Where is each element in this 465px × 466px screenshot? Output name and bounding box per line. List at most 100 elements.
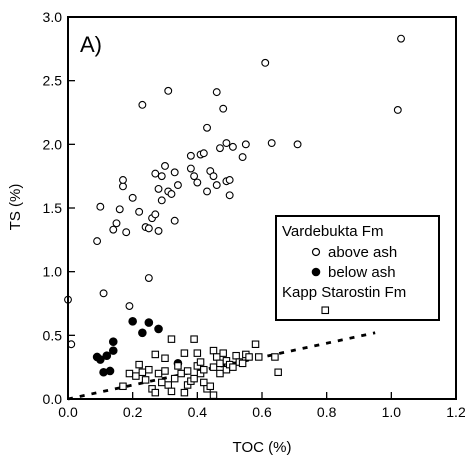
data-point-below-ash	[108, 346, 118, 355]
data-point-above-ash	[119, 182, 127, 191]
data-point-above-ash	[164, 86, 173, 95]
data-point-kapp-starostin-fm	[151, 350, 160, 359]
data-point-kapp-starostin-fm	[138, 368, 147, 377]
data-point-above-ash	[193, 178, 202, 187]
legend-group-title: Vardebukta Fm	[282, 223, 383, 240]
data-point-below-ash	[138, 328, 147, 338]
data-point-kapp-starostin-fm	[190, 335, 198, 343]
data-point-below-ash	[105, 366, 115, 376]
x-tick-label: 0.4	[188, 404, 208, 420]
data-point-above-ash	[173, 181, 182, 190]
y-tick-label: 0.5	[43, 327, 63, 343]
data-point-kapp-starostin-fm	[170, 374, 179, 383]
panel-label: A)	[80, 32, 102, 57]
data-point-kapp-starostin-fm	[200, 365, 208, 374]
data-point-kapp-starostin-fm	[274, 368, 282, 377]
data-point-above-ash	[154, 226, 163, 235]
data-point-above-ash	[397, 34, 405, 43]
x-tick-label: 1.2	[446, 404, 465, 420]
data-point-below-ash	[102, 351, 112, 361]
data-point-kapp-starostin-fm	[219, 349, 227, 357]
data-point-above-ash	[170, 168, 179, 177]
data-point-kapp-starostin-fm	[212, 353, 221, 361]
data-point-kapp-starostin-fm	[161, 354, 169, 363]
data-point-kapp-starostin-fm	[209, 346, 218, 355]
data-point-above-ash	[109, 225, 118, 234]
x-tick-label: 0.8	[317, 404, 337, 420]
data-point-above-ash	[170, 216, 179, 225]
data-point-kapp-starostin-fm	[167, 335, 176, 343]
data-point-above-ash	[222, 139, 231, 148]
data-point-below-ash	[108, 337, 118, 347]
legend: Vardebukta Fm above ash below ash Kapp S…	[275, 215, 440, 321]
data-point-above-ash	[99, 289, 108, 298]
y-tick-label: 0.0	[43, 391, 63, 407]
data-point-kapp-starostin-fm	[174, 362, 182, 370]
data-point-above-ash	[228, 142, 237, 151]
data-point-above-ash	[212, 181, 221, 190]
data-point-above-ash	[186, 151, 195, 160]
data-point-above-ash	[122, 228, 131, 237]
data-point-kapp-starostin-fm	[141, 376, 150, 384]
axis-ticks: 0.0 0.2 0.4 0.6 0.8 1.0 1.2 0.0 0.5 1.0 1.5 2.0 2.5 3…	[43, 9, 465, 420]
data-point-kapp-starostin-fm	[161, 367, 169, 375]
data-point-kapp-starostin-fm	[180, 349, 189, 357]
plot-frame	[67, 16, 457, 400]
data-point-kapp-starostin-fm	[255, 353, 263, 361]
data-point-above-ash	[151, 169, 160, 178]
data-point-kapp-starostin-fm	[154, 369, 163, 378]
data-point-above-ash	[219, 104, 228, 113]
data-point-above-ash	[151, 210, 160, 219]
legend-label-below-ash: below ash	[328, 264, 396, 281]
data-point-above-ash	[157, 196, 166, 205]
data-point-kapp-starostin-fm	[145, 365, 153, 374]
data-point-above-ash	[93, 237, 102, 246]
data-point-above-ash	[238, 153, 247, 162]
data-point-kapp-starostin-fm	[190, 374, 198, 383]
y-tick-label: 2.0	[43, 136, 63, 152]
data-point-above-ash	[203, 187, 211, 196]
data-point-kapp-starostin-fm	[119, 382, 127, 391]
data-point-kapp-starostin-fm	[209, 363, 218, 371]
data-point-above-ash	[154, 184, 163, 193]
data-point-kapp-starostin-fm	[158, 378, 166, 387]
data-point-kapp-starostin-fm	[151, 388, 160, 397]
data-point-above-ash	[115, 205, 124, 214]
data-point-kapp-starostin-fm	[245, 353, 253, 361]
x-tick-label: 0.0	[58, 404, 78, 420]
x-tick-label: 0.2	[123, 404, 143, 420]
data-point-above-ash	[216, 144, 224, 153]
legend-marker-below-ash	[311, 267, 321, 277]
data-point-kapp-starostin-fm	[180, 388, 189, 397]
data-point-above-ash	[267, 139, 276, 148]
data-point-kapp-starostin-fm	[271, 353, 279, 361]
data-point-above-ash	[144, 274, 153, 282]
data-point-below-ash	[144, 318, 154, 327]
data-point-kapp-starostin-fm	[251, 340, 260, 348]
data-point-kapp-starostin-fm	[164, 381, 172, 389]
legend-box	[275, 215, 440, 321]
data-point-above-ash	[167, 190, 176, 198]
data-point-above-ash	[135, 207, 144, 216]
data-point-above-ash	[96, 202, 105, 211]
x-tick-label: 1.0	[382, 404, 402, 420]
legend-label-above-ash: above ash	[328, 244, 397, 261]
data-point-above-ash	[199, 149, 208, 158]
data-point-above-ash	[112, 219, 121, 228]
data-point-kapp-starostin-fm	[177, 369, 185, 378]
data-point-kapp-starostin-fm	[216, 359, 224, 368]
data-point-kapp-starostin-fm	[232, 351, 240, 360]
legend-label-kapp-starostin: Kapp Starostin Fm	[282, 284, 406, 301]
x-tick-label: 0.6	[252, 404, 272, 420]
data-point-below-ash	[154, 324, 163, 334]
data-point-above-ash	[209, 172, 218, 181]
data-point-above-ash	[128, 193, 137, 202]
data-point-above-ash	[144, 224, 153, 233]
data-point-above-ash	[261, 58, 270, 67]
data-point-above-ash	[212, 88, 221, 97]
data-point-above-ash	[241, 140, 250, 149]
data-point-above-ash	[293, 140, 302, 149]
data-point-kapp-starostin-fm	[132, 372, 140, 380]
data-point-kapp-starostin-fm	[229, 363, 237, 371]
